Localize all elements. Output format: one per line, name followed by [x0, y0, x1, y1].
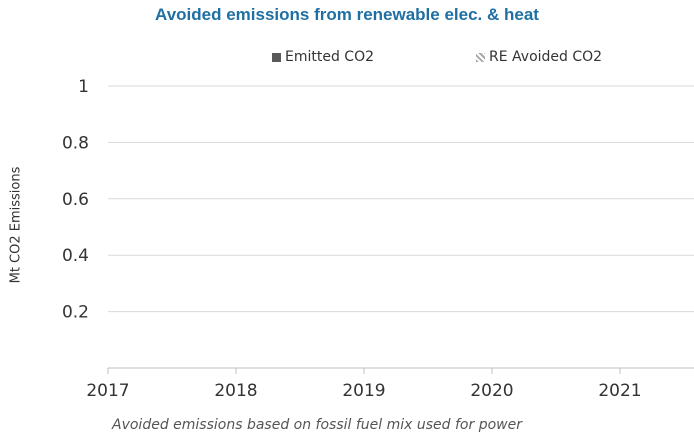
- x-tick-label: 2020: [470, 381, 513, 401]
- legend-item-avoided: RE Avoided CO2: [476, 49, 602, 65]
- legend-item-emitted: Emitted CO2: [272, 49, 374, 65]
- legend-label-emitted: Emitted CO2: [285, 49, 375, 65]
- legend-swatch-emitted: [272, 52, 281, 62]
- x-tick-label: 2021: [598, 381, 641, 401]
- legend-label-avoided: RE Avoided CO2: [489, 49, 603, 65]
- legend-swatch-avoided: [476, 52, 485, 62]
- y-tick-label: 0.4: [62, 246, 89, 266]
- x-tick-label: 2018: [214, 381, 257, 401]
- chart-title: Avoided emissions from renewable elec. &…: [155, 5, 539, 24]
- chart-footnote: Avoided emissions based on fossil fuel m…: [112, 417, 522, 433]
- x-tick-label: 2019: [342, 381, 385, 401]
- y-tick-label: 0.6: [62, 190, 89, 210]
- y-tick-label: 0.2: [62, 303, 89, 323]
- x-tick-label: 2017: [86, 381, 129, 401]
- y-tick-label: 0.8: [62, 133, 89, 153]
- y-tick-label: 1: [78, 77, 89, 97]
